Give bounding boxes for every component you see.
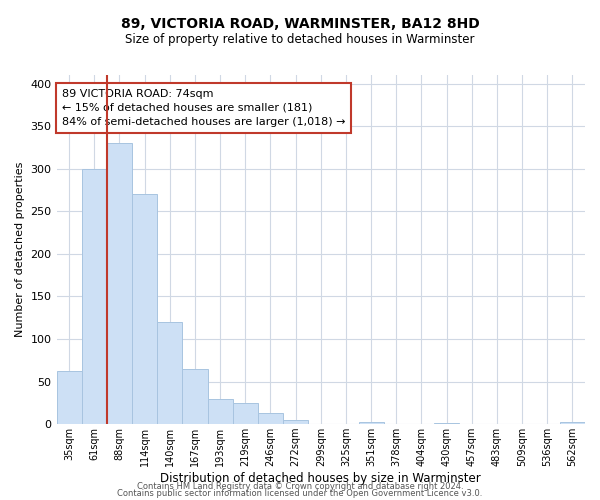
Bar bbox=[560, 422, 585, 424]
Bar bbox=[56, 370, 82, 424]
Text: 89 VICTORIA ROAD: 74sqm
← 15% of detached houses are smaller (181)
84% of semi-d: 89 VICTORIA ROAD: 74sqm ← 15% of detache… bbox=[62, 89, 346, 127]
Y-axis label: Number of detached properties: Number of detached properties bbox=[15, 162, 25, 338]
Text: 89, VICTORIA ROAD, WARMINSTER, BA12 8HD: 89, VICTORIA ROAD, WARMINSTER, BA12 8HD bbox=[121, 18, 479, 32]
Bar bbox=[107, 143, 132, 424]
Text: Contains HM Land Registry data © Crown copyright and database right 2024.: Contains HM Land Registry data © Crown c… bbox=[137, 482, 463, 491]
Bar bbox=[132, 194, 157, 424]
Bar bbox=[157, 322, 182, 424]
Bar bbox=[82, 168, 107, 424]
Bar bbox=[258, 413, 283, 424]
X-axis label: Distribution of detached houses by size in Warminster: Distribution of detached houses by size … bbox=[160, 472, 481, 485]
Text: Size of property relative to detached houses in Warminster: Size of property relative to detached ho… bbox=[125, 32, 475, 46]
Bar bbox=[233, 403, 258, 424]
Bar bbox=[359, 422, 383, 424]
Bar bbox=[182, 369, 208, 424]
Bar bbox=[208, 398, 233, 424]
Text: Contains public sector information licensed under the Open Government Licence v3: Contains public sector information licen… bbox=[118, 490, 482, 498]
Bar bbox=[283, 420, 308, 424]
